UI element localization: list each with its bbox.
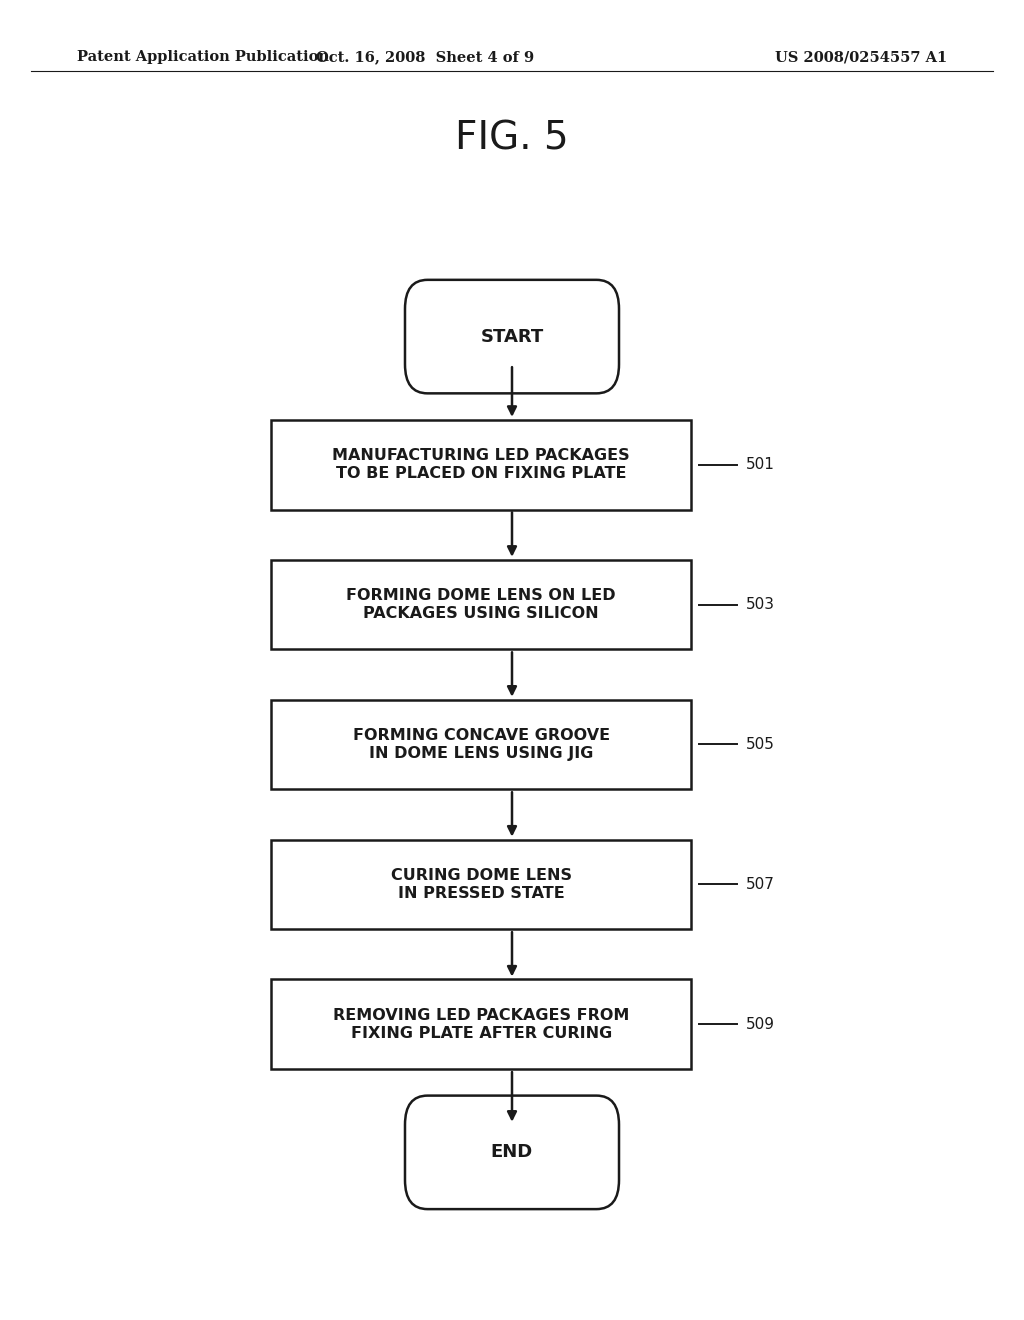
FancyBboxPatch shape [404, 280, 618, 393]
Text: FORMING CONCAVE GROOVE
IN DOME LENS USING JIG: FORMING CONCAVE GROOVE IN DOME LENS USIN… [352, 729, 610, 760]
Text: US 2008/0254557 A1: US 2008/0254557 A1 [775, 50, 947, 65]
Text: START: START [480, 327, 544, 346]
Text: 507: 507 [745, 876, 774, 892]
Text: FORMING DOME LENS ON LED
PACKAGES USING SILICON: FORMING DOME LENS ON LED PACKAGES USING … [346, 589, 616, 620]
Text: 509: 509 [745, 1016, 774, 1032]
Text: 503: 503 [745, 597, 774, 612]
Text: 505: 505 [745, 737, 774, 752]
Bar [271, 700, 691, 789]
Text: Patent Application Publication: Patent Application Publication [77, 50, 329, 65]
Text: END: END [490, 1143, 534, 1162]
Text: MANUFACTURING LED PACKAGES
TO BE PLACED ON FIXING PLATE: MANUFACTURING LED PACKAGES TO BE PLACED … [333, 449, 630, 480]
Bar [271, 420, 691, 510]
Text: FIG. 5: FIG. 5 [456, 120, 568, 157]
Bar [271, 979, 691, 1069]
Text: 501: 501 [745, 457, 774, 473]
Text: Oct. 16, 2008  Sheet 4 of 9: Oct. 16, 2008 Sheet 4 of 9 [315, 50, 535, 65]
Bar [271, 840, 691, 929]
Bar [271, 560, 691, 649]
Text: REMOVING LED PACKAGES FROM
FIXING PLATE AFTER CURING: REMOVING LED PACKAGES FROM FIXING PLATE … [333, 1008, 630, 1040]
Text: CURING DOME LENS
IN PRESSED STATE: CURING DOME LENS IN PRESSED STATE [391, 869, 571, 900]
FancyBboxPatch shape [404, 1096, 618, 1209]
